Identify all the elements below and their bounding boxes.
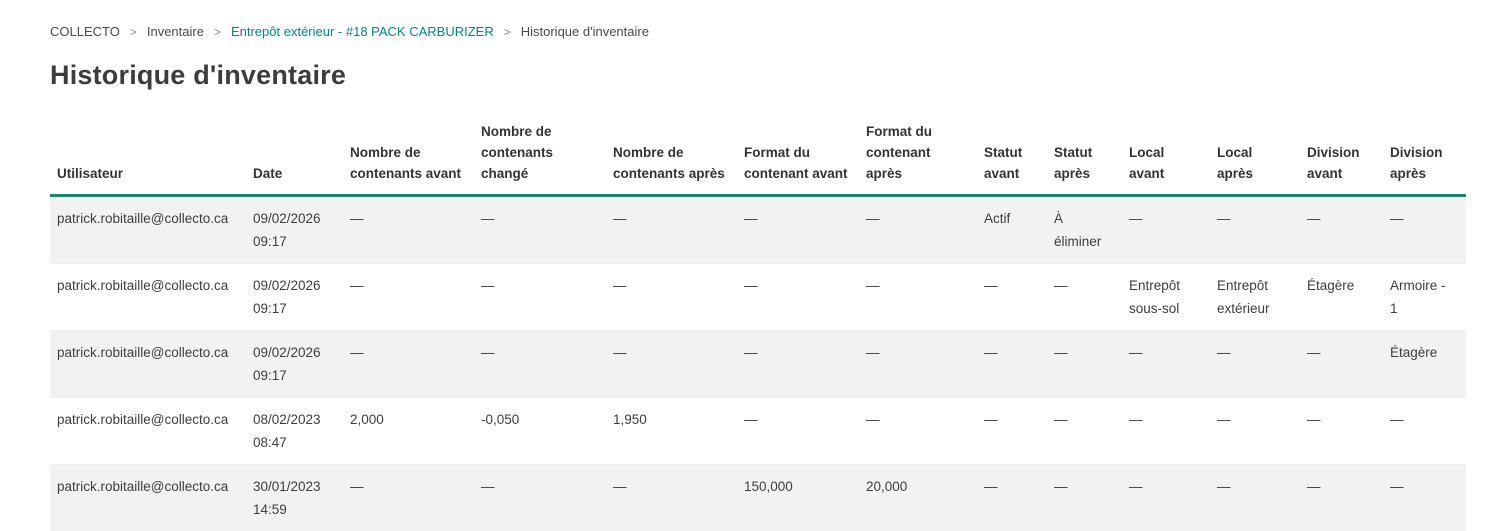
column-header: Statut après <box>1047 105 1122 196</box>
table-cell: — <box>474 465 606 531</box>
table-cell: — <box>1122 196 1210 264</box>
table-cell: — <box>977 331 1047 398</box>
table-cell: — <box>1383 465 1466 531</box>
breadcrumb-separator: > <box>504 25 511 39</box>
column-header: Nombre de contenants avant <box>343 105 474 196</box>
table-cell: 20,000 <box>859 465 977 531</box>
table-cell: — <box>977 398 1047 465</box>
table-cell: — <box>474 196 606 264</box>
table-cell: Actif <box>977 196 1047 264</box>
table-cell: — <box>1047 331 1122 398</box>
table-cell: — <box>1300 398 1383 465</box>
table-cell: — <box>859 398 977 465</box>
table-cell: — <box>1383 398 1466 465</box>
table-cell: patrick.robitaille@collecto.ca <box>50 465 246 531</box>
table-cell: — <box>606 465 737 531</box>
table-cell: — <box>859 196 977 264</box>
table-cell: — <box>1047 465 1122 531</box>
breadcrumb-separator: > <box>214 25 221 39</box>
table-cell: — <box>343 331 474 398</box>
column-header: Nombre de contenants après <box>606 105 737 196</box>
breadcrumb-link[interactable]: Entrepôt extérieur - #18 PACK CARBURIZER <box>231 24 494 39</box>
table-cell: 150,000 <box>737 465 859 531</box>
table-cell: — <box>737 264 859 331</box>
table-cell: — <box>737 398 859 465</box>
table-cell: 09/02/2026 09:17 <box>246 264 343 331</box>
table-cell: patrick.robitaille@collecto.ca <box>50 196 246 264</box>
breadcrumb-item: Historique d'inventaire <box>521 24 649 39</box>
table-cell: Étagère <box>1300 264 1383 331</box>
table-cell: À éliminer <box>1047 196 1122 264</box>
breadcrumb-separator: > <box>130 25 137 39</box>
table-cell: Entrepôt sous-sol <box>1122 264 1210 331</box>
table-cell: — <box>859 264 977 331</box>
table-cell: — <box>859 331 977 398</box>
table-cell: 30/01/2023 14:59 <box>246 465 343 531</box>
table-cell: — <box>1047 398 1122 465</box>
column-header: Nombre de contenants changé <box>474 105 606 196</box>
table-cell: — <box>977 264 1047 331</box>
breadcrumb-item[interactable]: Inventaire <box>147 24 204 39</box>
table-cell: — <box>1210 465 1300 531</box>
table-cell: — <box>737 196 859 264</box>
column-header: Local avant <box>1122 105 1210 196</box>
table-cell: — <box>977 465 1047 531</box>
table-cell: — <box>474 331 606 398</box>
table-cell: — <box>1300 465 1383 531</box>
column-header: Division après <box>1383 105 1466 196</box>
table-cell: — <box>1047 264 1122 331</box>
table-cell: — <box>1122 398 1210 465</box>
table-cell: — <box>1210 331 1300 398</box>
table-cell: Entrepôt extérieur <box>1210 264 1300 331</box>
table-cell: — <box>1122 331 1210 398</box>
column-header: Utilisateur <box>50 105 246 196</box>
table-cell: 08/02/2023 08:47 <box>246 398 343 465</box>
table-cell: -0,050 <box>474 398 606 465</box>
page-title: Historique d'inventaire <box>50 60 1466 91</box>
table-cell: — <box>606 331 737 398</box>
column-header: Division avant <box>1300 105 1383 196</box>
table-cell: — <box>1300 331 1383 398</box>
table-cell: 1,950 <box>606 398 737 465</box>
table-cell: patrick.robitaille@collecto.ca <box>50 331 246 398</box>
table-cell: — <box>1383 196 1466 264</box>
table-cell: patrick.robitaille@collecto.ca <box>50 264 246 331</box>
table-cell: — <box>343 196 474 264</box>
breadcrumb-item: COLLECTO <box>50 24 120 39</box>
table-cell: patrick.robitaille@collecto.ca <box>50 398 246 465</box>
column-header: Local après <box>1210 105 1300 196</box>
column-header: Format du contenant après <box>859 105 977 196</box>
table-cell: 09/02/2026 09:17 <box>246 196 343 264</box>
table-cell: — <box>474 264 606 331</box>
table-cell: — <box>606 196 737 264</box>
column-header: Date <box>246 105 343 196</box>
column-header: Format du contenant avant <box>737 105 859 196</box>
table-cell: — <box>1210 398 1300 465</box>
table-cell: — <box>1210 196 1300 264</box>
table-cell: — <box>737 331 859 398</box>
table-cell: — <box>1300 196 1383 264</box>
table-cell: 2,000 <box>343 398 474 465</box>
table-cell: Étagère <box>1383 331 1466 398</box>
breadcrumb: COLLECTO > Inventaire > Entrepôt extérieur -… <box>50 24 1466 39</box>
table-cell: — <box>606 264 737 331</box>
column-header: Statut avant <box>977 105 1047 196</box>
table-cell: — <box>343 264 474 331</box>
table-cell: Armoire - 1 <box>1383 264 1466 331</box>
table-cell: — <box>1122 465 1210 531</box>
table-cell: — <box>343 465 474 531</box>
table-cell: 09/02/2026 09:17 <box>246 331 343 398</box>
